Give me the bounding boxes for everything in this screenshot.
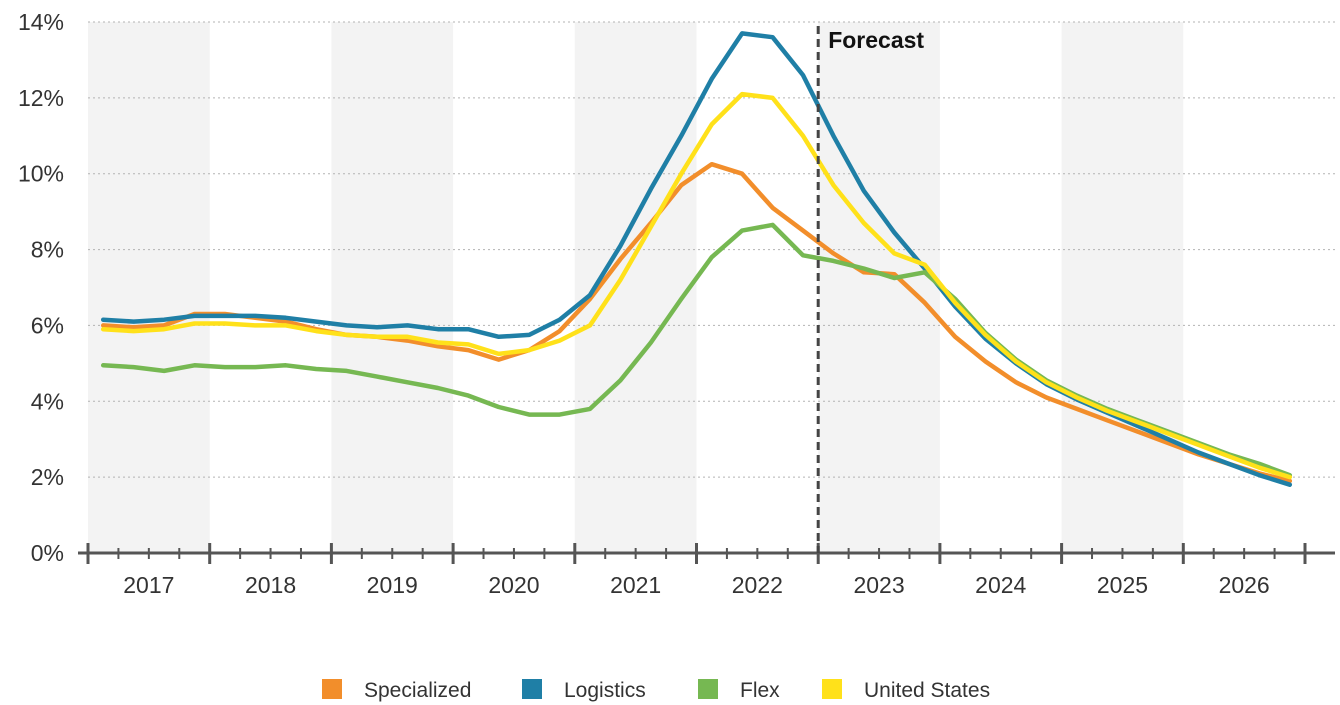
y-tick-label: 10% (18, 161, 64, 187)
legend-item: Logistics (522, 679, 646, 702)
x-tick-label: 2017 (123, 572, 174, 598)
year-band-2019 (331, 22, 454, 553)
x-tick-label: 2025 (1097, 572, 1148, 598)
legend-item: Flex (698, 679, 780, 702)
year-band-2025 (1061, 22, 1184, 553)
y-tick-label: 0% (31, 540, 64, 566)
y-tick-label: 14% (18, 9, 64, 35)
y-axis-tick-labels: 0% 2% 4% 6% 8% 10% 12% 14% (18, 9, 64, 566)
x-tick-label: 2023 (853, 572, 904, 598)
forecast-label: Forecast (828, 27, 924, 53)
x-tick-label: 2026 (1219, 572, 1270, 598)
legend-swatch (522, 679, 542, 699)
legend-item: United States (822, 679, 990, 702)
legend-swatch (698, 679, 718, 699)
x-tick-label: 2020 (488, 572, 539, 598)
forecast-divider: Forecast (816, 26, 924, 553)
y-tick-label: 4% (31, 388, 64, 414)
legend-label: Logistics (564, 679, 646, 702)
legend-item: Specialized (322, 679, 471, 702)
y-tick-label: 6% (31, 312, 64, 338)
year-bands (88, 22, 1184, 553)
legend-label: United States (864, 679, 990, 702)
year-band-2023 (818, 22, 940, 553)
y-tick-label: 8% (31, 237, 64, 263)
series-line-specialized (100, 161, 1293, 484)
series-lines (100, 31, 1293, 487)
legend-label: Specialized (364, 679, 471, 702)
year-band-2017 (88, 22, 210, 553)
legend-swatch (822, 679, 842, 699)
x-tick-label: 2024 (975, 572, 1026, 598)
legend: Specialized Logistics Flex United States (322, 679, 990, 702)
x-tick-label: 2018 (245, 572, 296, 598)
x-tick-label: 2019 (367, 572, 418, 598)
legend-swatch (322, 679, 342, 699)
legend-label: Flex (740, 679, 780, 702)
x-tick-label: 2022 (732, 572, 783, 598)
y-tick-label: 2% (31, 464, 64, 490)
x-axis: 2017 2018 2019 2020 2021 2022 2023 2024 2025 2026 (78, 543, 1335, 598)
y-tick-label: 12% (18, 85, 64, 111)
x-tick-label: 2021 (610, 572, 661, 598)
series-line-united-states (100, 91, 1293, 480)
